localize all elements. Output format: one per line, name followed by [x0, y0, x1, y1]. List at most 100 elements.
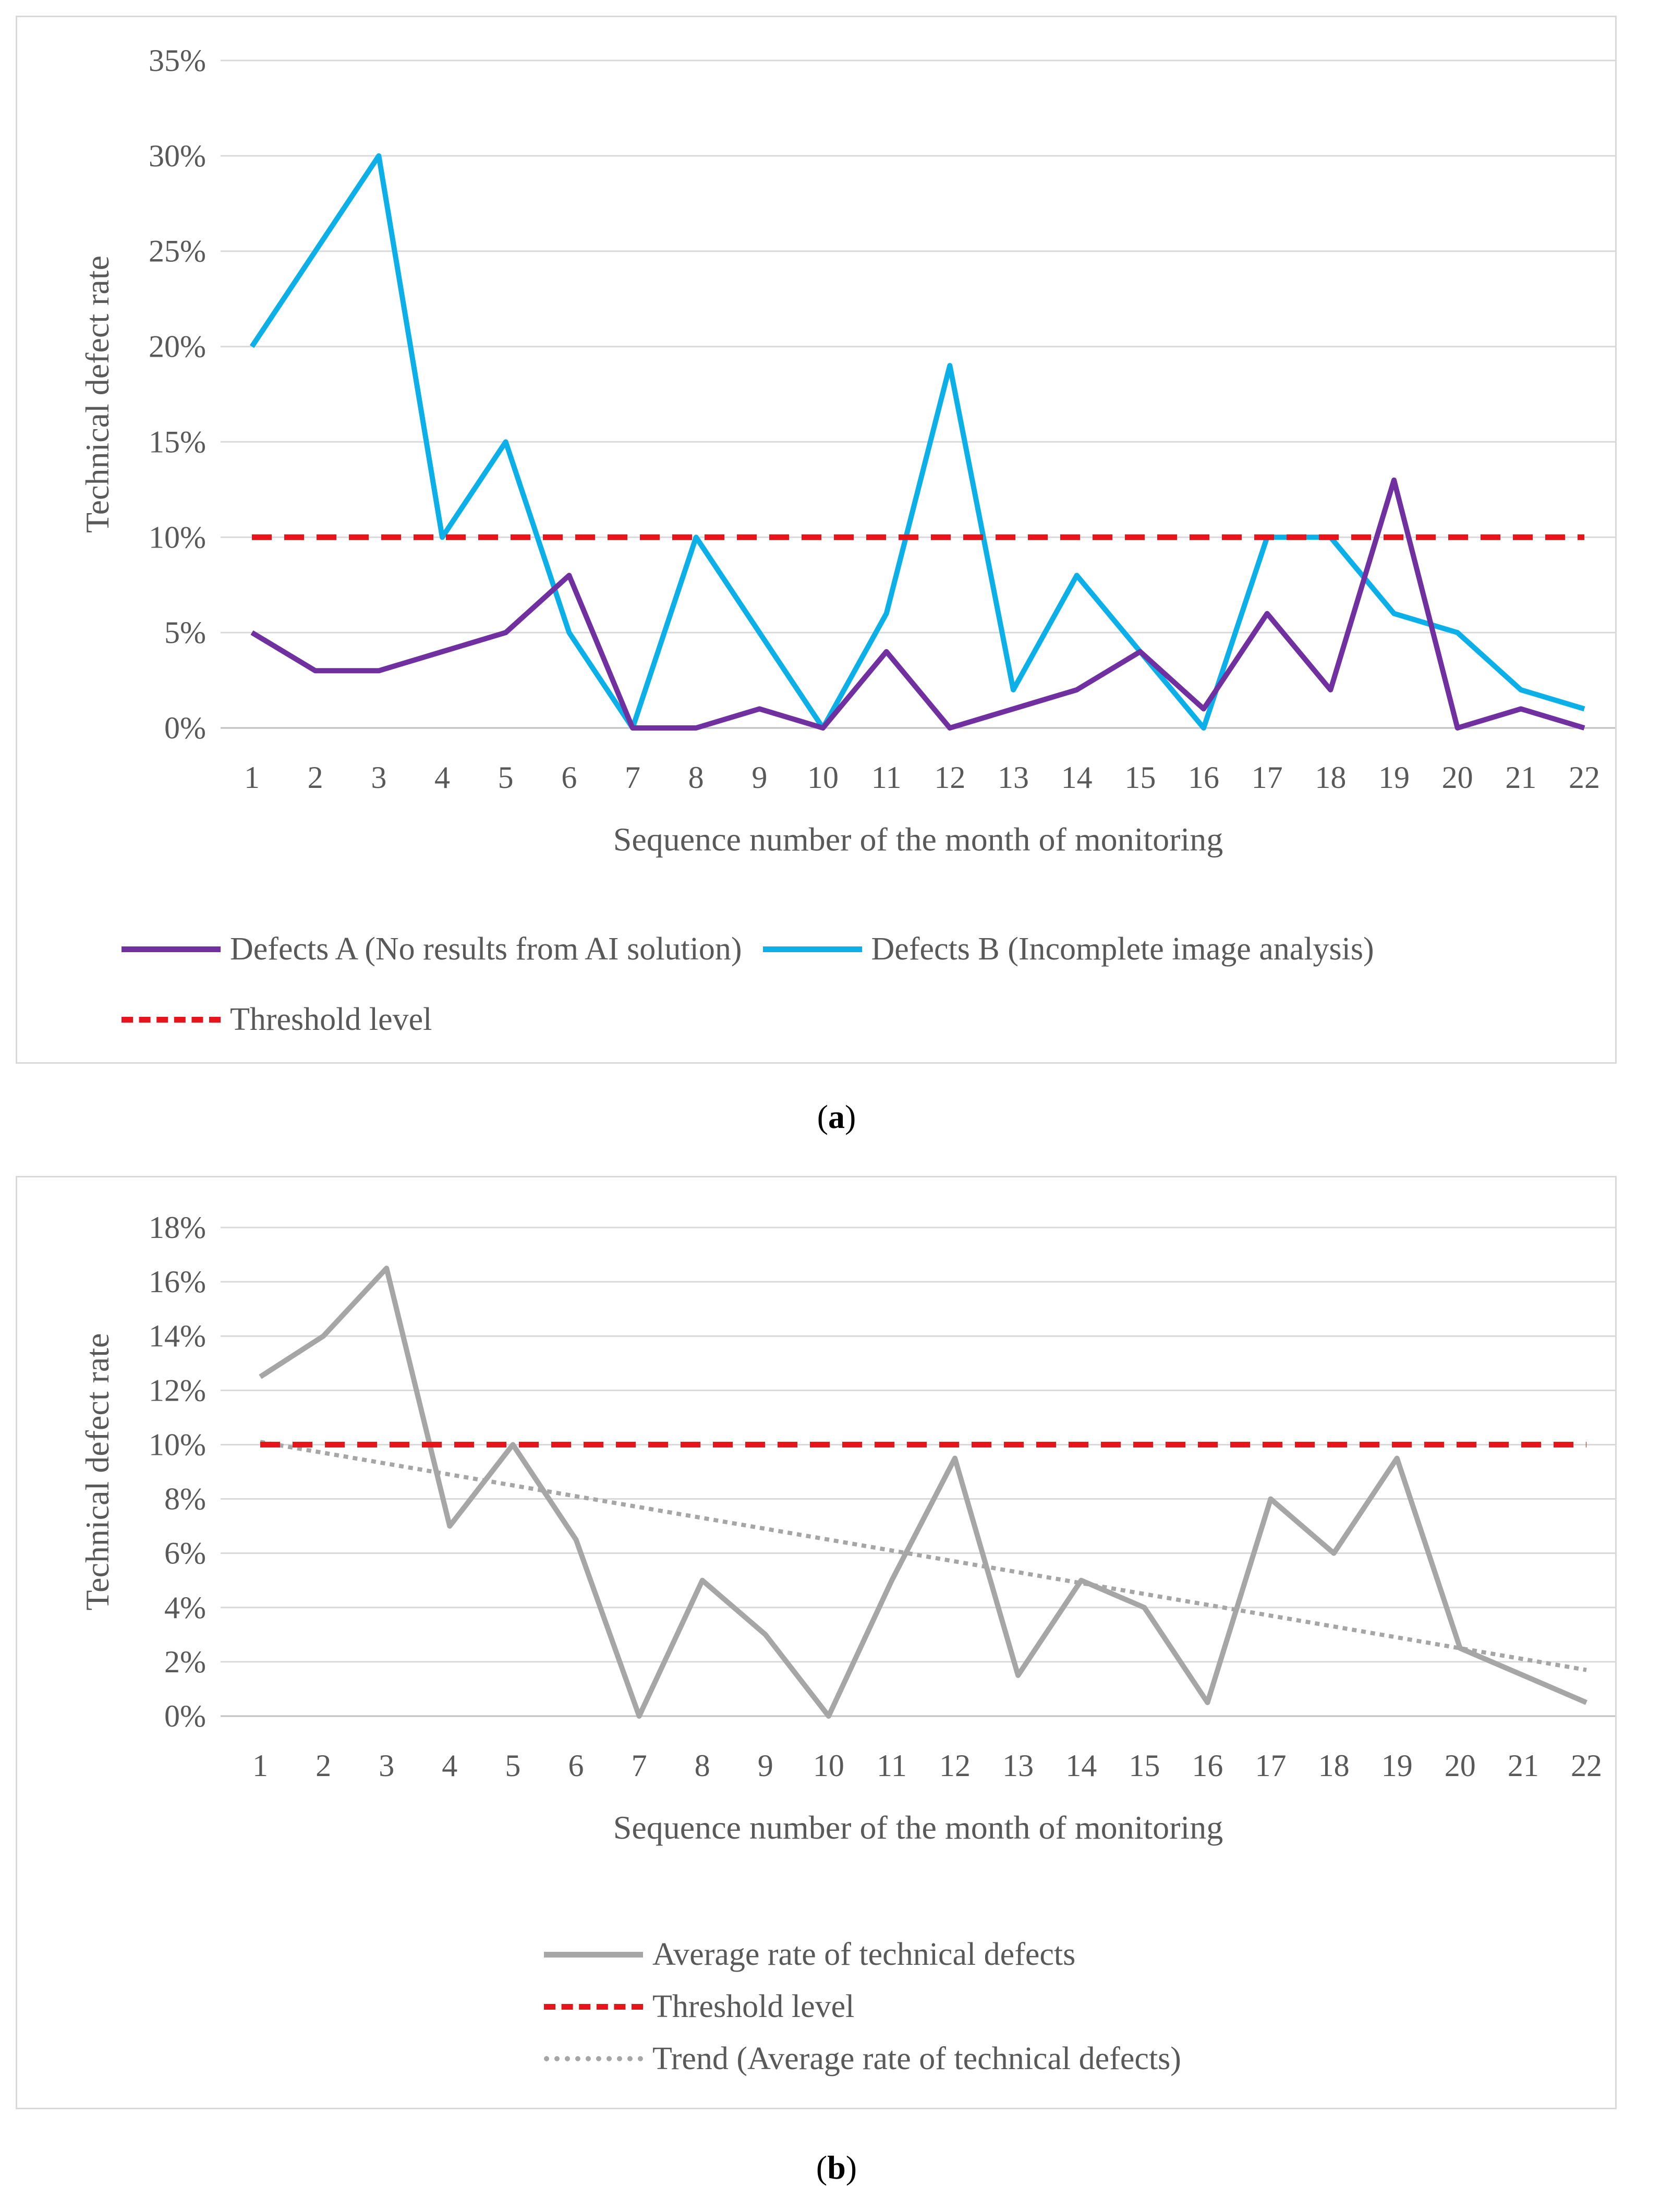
legend-swatch-average	[544, 1951, 643, 1958]
chart-b-xtick-label: 7	[632, 1748, 647, 1783]
legend-item-average: Average rate of technical defects	[544, 1936, 1075, 1973]
legend-label-defects-a: Defects A (No results from AI solution)	[230, 931, 742, 967]
caption-a-close: )	[845, 1098, 856, 1135]
chart-a-xtick-label: 2	[308, 760, 323, 795]
chart-a-xtick-label: 18	[1315, 760, 1346, 795]
chart-b-xtick-label: 8	[695, 1748, 710, 1783]
legend-swatch-defects-b	[762, 946, 862, 952]
chart-a-xtick-label: 16	[1188, 760, 1219, 795]
chart-b-ytick-label: 0%	[164, 1699, 206, 1733]
legend-swatch-trend	[544, 2056, 643, 2061]
legend-label-trend: Trend (Average rate of technical defects…	[652, 2040, 1181, 2076]
chart-a-ytick-label: 20%	[149, 330, 206, 364]
chart-a-xtick-label: 19	[1378, 760, 1410, 795]
legend-swatch-threshold-b	[544, 2003, 643, 2010]
chart-b-xtick-label: 6	[568, 1748, 584, 1783]
chart-b-ytick-label: 4%	[164, 1590, 206, 1625]
chart-b-xtick-label: 5	[505, 1748, 520, 1783]
chart-b-xtick-label: 13	[1002, 1748, 1034, 1783]
chart-a-xtick-label: 9	[751, 760, 767, 795]
chart-b-xtick-label: 15	[1129, 1748, 1160, 1783]
chart-a-xtick-label: 20	[1442, 760, 1473, 795]
caption-b-letter: b	[827, 2149, 846, 2186]
chart-a-plot: 0%5%10%15%20%25%30%35%1 2 3 4 5 6 7 8 9 10 11 12 13 1…	[79, 43, 1615, 858]
chart-b-xtick-label: 10	[813, 1748, 844, 1783]
chart-b-xtick-label: 16	[1192, 1748, 1223, 1783]
chart-a-x-axis-title: Sequence number of the month of monitori…	[613, 821, 1223, 858]
chart-a-xtick-label: 7	[625, 760, 640, 795]
caption-a-open: (	[817, 1098, 828, 1135]
chart-b-xtick-label: 11	[877, 1748, 907, 1783]
chart-a-xtick-label: 15	[1124, 760, 1156, 795]
chart-a-xtick-label: 14	[1061, 760, 1093, 795]
chart-a-xtick-label: 13	[998, 760, 1029, 795]
chart-b-ytick-label: 6%	[164, 1536, 206, 1571]
legend-label-defects-b: Defects B (Incomplete image analysis)	[871, 931, 1374, 967]
caption-b-open: (	[816, 2149, 828, 2186]
chart-a-ytick-label: 30%	[149, 139, 206, 173]
chart-b-y-axis-title: Technical defect rate	[79, 1333, 116, 1610]
chart-b-xtick-label: 2	[316, 1748, 331, 1783]
chart-a-ytick-label: 35%	[149, 43, 206, 78]
chart-a-xtick-label: 12	[934, 760, 965, 795]
chart-b-legend: Average rate of technical defects Thresh…	[544, 1928, 1181, 2085]
legend-item-defects-b: Defects B (Incomplete image analysis)	[762, 931, 1374, 968]
chart-b-xtick-label: 22	[1571, 1748, 1602, 1783]
chart-a-xtick-label: 3	[371, 760, 386, 795]
chart-a-series-defects-b-incomplete-image-analysis	[249, 153, 1585, 731]
legend-item-threshold-a: Threshold level	[122, 1001, 432, 1038]
chart-a-xtick-label: 8	[688, 760, 704, 795]
legend-label-threshold-a: Threshold level	[230, 1002, 432, 1037]
chart-b-ytick-label: 8%	[164, 1482, 206, 1516]
chart-panel-b: 0% 2% 4% 6% 8% 10% 12% 14% 16% 18% 1 2 3 4 5 6 7 8 9 10 11 12…	[16, 1176, 1617, 2109]
chart-b-xtick-label: 20	[1445, 1748, 1476, 1783]
caption-b: (b)	[0, 2148, 1673, 2187]
legend-label-average: Average rate of technical defects	[652, 1936, 1076, 1972]
chart-b-xtick-label: 21	[1508, 1748, 1539, 1783]
chart-b-series-average-rate-of-technical-defects	[259, 1266, 1587, 1719]
chart-b-xtick-label: 18	[1318, 1748, 1350, 1783]
chart-b-ytick-label: 10%	[149, 1427, 206, 1462]
chart-b-xtick-label: 1	[252, 1748, 268, 1783]
chart-a-ytick-label: 25%	[149, 234, 206, 269]
chart-b-xtick-label: 9	[758, 1748, 773, 1783]
chart-a-ytick-label: 15%	[149, 424, 206, 459]
legend-item-trend: Trend (Average rate of technical defects…	[544, 2040, 1181, 2077]
legend-swatch-threshold-a	[122, 1017, 221, 1023]
chart-b-xtick-label: 12	[939, 1748, 971, 1783]
chart-a-ytick-label: 0%	[164, 711, 206, 745]
caption-a: (a)	[0, 1098, 1673, 1136]
chart-b-series-trend-average-rate-of-technical-defects	[260, 1440, 1587, 1672]
chart-a-ytick-label: 5%	[164, 615, 206, 650]
chart-b-plot: 0%2%4%6%8%10%12%14%16%18%1 2 3 4 5 6 7 8 9 10 11 12…	[79, 1210, 1615, 1846]
chart-panel-a: 0% 5% 10% 15% 20% 25% 30% 35% 1 2 3 4 5 6 7 8 9 10 11 12 13 1…	[16, 16, 1617, 1064]
chart-a-xtick-label: 22	[1569, 760, 1600, 795]
chart-a-series-defects-a-no-results-from-ai-solution	[250, 477, 1585, 731]
legend-label-threshold-b: Threshold level	[652, 1988, 855, 2024]
chart-a-ytick-label: 10%	[149, 520, 206, 554]
legend-item-threshold-b: Threshold level	[544, 1988, 854, 2025]
chart-b-ytick-label: 12%	[149, 1373, 206, 1407]
chart-a-xtick-label: 10	[807, 760, 839, 795]
chart-a-y-axis-title: Technical defect rate	[79, 256, 116, 533]
chart-b-ytick-label: 18%	[149, 1210, 206, 1245]
legend-item-defects-a: Defects A (No results from AI solution)	[122, 931, 742, 968]
chart-b-xtick-label: 3	[379, 1748, 394, 1783]
chart-a-xtick-label: 4	[434, 760, 450, 795]
chart-a-xtick-label: 1	[244, 760, 260, 795]
chart-a-xtick-label: 5	[498, 760, 514, 795]
chart-a-xtick-label: 11	[871, 760, 902, 795]
chart-a-legend: Defects A (No results from AI solution) …	[122, 914, 1374, 1055]
chart-b-xtick-label: 19	[1381, 1748, 1413, 1783]
chart-b-xtick-label: 4	[442, 1748, 457, 1783]
caption-a-letter: a	[828, 1098, 845, 1135]
chart-b-ytick-label: 14%	[149, 1319, 206, 1353]
legend-swatch-defects-a	[122, 946, 221, 952]
chart-a-xtick-label: 6	[561, 760, 577, 795]
chart-b-xtick-label: 14	[1065, 1748, 1097, 1783]
chart-b-ytick-label: 16%	[149, 1265, 206, 1299]
chart-b-x-axis-title: Sequence number of the month of monitori…	[613, 1809, 1223, 1846]
chart-a-xtick-label: 17	[1252, 760, 1283, 795]
chart-b-xtick-label: 17	[1255, 1748, 1287, 1783]
caption-b-close: )	[845, 2149, 857, 2186]
